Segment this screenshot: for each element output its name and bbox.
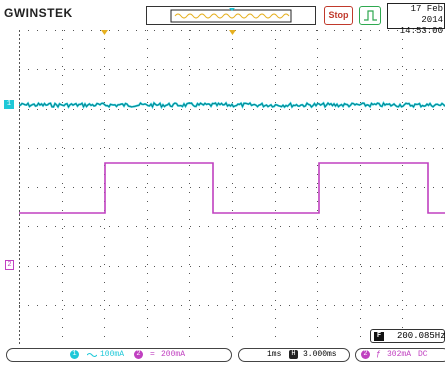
time-text: 14:53:00 <box>399 26 443 36</box>
trigger-position-marker[interactable] <box>101 30 108 35</box>
horizontal-position-icon: H <box>289 350 298 359</box>
run-stop-button[interactable]: Stop <box>324 6 353 25</box>
ch2-ground-marker[interactable]: 2 <box>5 260 14 270</box>
trigger-pulse-icon <box>364 10 377 21</box>
horizontal-position-marker[interactable] <box>229 30 236 35</box>
ch1-scale: 100mA <box>100 350 125 359</box>
trigger-coupling: DC <box>418 350 428 359</box>
trigger-source-badge: 2 <box>361 350 370 359</box>
trigger-status-button[interactable] <box>359 6 381 25</box>
timebase-panel[interactable]: 1ms H 3.000ms <box>238 348 350 362</box>
trigger-level: 302mA <box>387 350 412 359</box>
trigger-panel[interactable]: 2 ƒ 302mA DC <box>355 348 445 362</box>
ac-wave-icon <box>87 353 97 357</box>
overview-wave-icon <box>170 8 292 23</box>
ch2-number-badge: 2 <box>134 350 143 359</box>
frequency-value: 200.085Hz <box>397 331 445 341</box>
brand-logo: GWINSTEK <box>4 6 73 20</box>
channel-scale-panel[interactable]: 1 100mA 2 = 200mA <box>6 348 232 362</box>
trigger-slope-icon: ƒ <box>376 350 381 359</box>
ch1-waveform <box>19 101 445 110</box>
frequency-badge: F <box>374 332 384 341</box>
grid-lines <box>19 30 445 344</box>
timebase-scale: 1ms <box>267 350 282 359</box>
ch1-ground-marker[interactable]: 1 <box>4 100 14 109</box>
waveform-graticule[interactable] <box>19 30 445 344</box>
ch1-number-badge: 1 <box>70 350 79 359</box>
bottom-status-bar: 1 100mA 2 = 200mA 1ms H 3.000ms 2 ƒ 302m… <box>0 344 445 370</box>
date-time-display: 17 Feb 2014 14:53:00 <box>387 3 445 36</box>
date-text: 17 Feb 2014 <box>410 4 443 25</box>
ch2-scale: 200mA <box>161 350 186 359</box>
top-bar: GWINSTEK Stop 17 Feb 2014 14:53:00 <box>0 0 445 36</box>
timebase-position: 3.000ms <box>303 350 337 359</box>
frequency-counter: F 200.085Hz <box>370 329 445 343</box>
ch2-waveform <box>19 162 445 214</box>
waveform-overview[interactable] <box>146 6 316 25</box>
dc-equals-icon: = <box>150 350 155 359</box>
